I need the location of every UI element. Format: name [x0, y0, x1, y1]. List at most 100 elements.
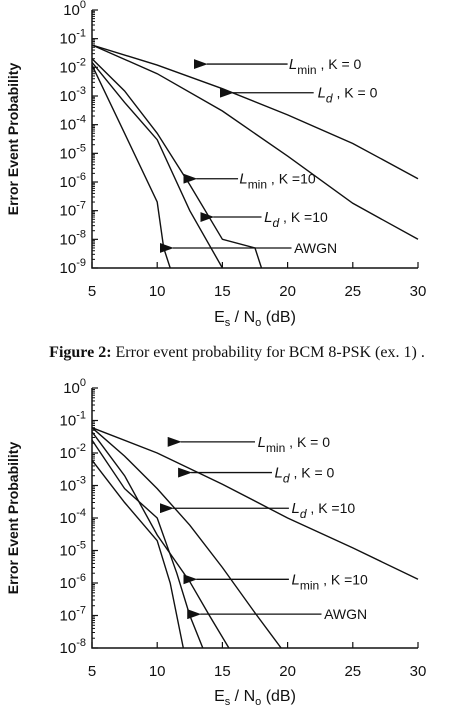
- annotation-label: Ld , K =10: [292, 500, 356, 521]
- annotation-subscript: d: [326, 92, 333, 106]
- y-tick-exponent: -5: [76, 142, 86, 154]
- annotation-main: L: [264, 209, 272, 226]
- y-tick-exponent: -2: [76, 56, 86, 68]
- y-tick-label: 10-3: [60, 475, 86, 495]
- y-tick-base: 10: [63, 380, 80, 397]
- annotation-rest: , K =10: [279, 209, 328, 225]
- chart-bottom: 5 10 15 20 25 3010010-110-210-310-410-510-610…: [5, 377, 427, 706]
- y-tick-exponent: -1: [76, 410, 86, 422]
- y-tick-label: 10-8: [60, 637, 86, 657]
- annotation-label: Lmin , K =10: [292, 571, 369, 592]
- annotation-rest: , K =10: [267, 171, 316, 187]
- x-label-subscript: o: [255, 317, 261, 329]
- y-tick-exponent: -8: [76, 228, 86, 240]
- annotation-main: AWGN: [324, 606, 367, 622]
- x-tick-label: 25: [344, 663, 361, 680]
- x-tick-label: 10: [149, 283, 166, 300]
- annotation-subscript: min: [300, 578, 319, 592]
- y-tick-base: 10: [60, 174, 77, 191]
- y-tick-base: 10: [60, 543, 77, 560]
- y-tick-base: 10: [60, 413, 77, 430]
- y-tick-base: 10: [60, 59, 77, 76]
- x-tick-label: 30: [410, 283, 427, 300]
- y-tick-base: 10: [60, 608, 77, 625]
- x-tick-label: 10: [149, 663, 166, 680]
- annotation-subscript: d: [300, 507, 307, 521]
- x-tick-label: 30: [410, 663, 427, 680]
- annotation-label: Ld , K = 0: [275, 465, 335, 486]
- annotation-label: Lmin , K = 0: [258, 434, 331, 455]
- x-axis-label: Es / No (dB): [214, 688, 296, 706]
- annotation-main: L: [239, 171, 247, 188]
- series-curve-4: [91, 439, 204, 649]
- annotation-subscript: d: [283, 472, 290, 486]
- y-tick-label: 10-8: [60, 228, 86, 248]
- x-tick-label: 5: [88, 663, 96, 680]
- annotation-subscript: min: [266, 441, 285, 455]
- annotation-main: L: [275, 465, 283, 482]
- series-curve-1: [91, 427, 419, 580]
- annotation-main: L: [258, 434, 266, 451]
- x-label-subscript: s: [225, 317, 231, 329]
- y-tick-exponent: -8: [76, 637, 86, 649]
- series-curve-4: [91, 61, 224, 269]
- y-tick-base: 10: [60, 88, 77, 105]
- y-tick-base: 10: [60, 510, 77, 527]
- y-tick-label: 100: [63, 0, 86, 19]
- annotation-rest: , K = 0: [333, 85, 378, 101]
- y-axis-label: Error Event Probability: [5, 442, 21, 595]
- annotation-subscript: min: [297, 63, 316, 77]
- annotation-subscript: d: [272, 216, 279, 230]
- y-tick-label: 10-4: [60, 114, 86, 134]
- y-tick-label: 100: [63, 377, 86, 397]
- caption-text: Error event probability for BCM 8-PSK (e…: [111, 344, 425, 361]
- y-tick-label: 10-2: [60, 442, 86, 462]
- y-tick-base: 10: [60, 31, 77, 48]
- y-tick-label: 10-7: [60, 605, 86, 625]
- x-tick-label: 25: [344, 283, 361, 300]
- caption-label: Figure 2:: [49, 344, 112, 361]
- annotation-label: AWGN: [324, 606, 367, 622]
- axes-frame: [91, 10, 418, 269]
- series-curve-2: [91, 427, 282, 649]
- y-tick-label: 10-7: [60, 200, 86, 220]
- y-tick-label: 10-3: [60, 85, 86, 105]
- annotation-main: L: [318, 85, 326, 102]
- series-curve-1: [91, 44, 419, 180]
- y-tick-exponent: -5: [76, 540, 86, 552]
- annotation-label: Ld , K = 0: [318, 85, 378, 106]
- y-axis-label: Error Event Probability: [5, 63, 21, 216]
- series-curve-3: [91, 58, 263, 269]
- y-tick-label: 10-2: [60, 56, 86, 76]
- annotation-label: AWGN: [294, 240, 337, 256]
- y-tick-exponent: 0: [80, 0, 86, 11]
- axes-frame: [91, 388, 418, 649]
- figure-caption: Figure 2: Error event probability for BC…: [0, 344, 474, 362]
- y-tick-base: 10: [60, 117, 77, 134]
- y-tick-base: 10: [60, 260, 77, 277]
- y-tick-exponent: -1: [76, 28, 86, 40]
- y-tick-base: 10: [60, 575, 77, 592]
- annotation-rest: , K = 0: [290, 465, 335, 481]
- y-tick-exponent: 0: [80, 377, 86, 389]
- annotation-rest: , K =10: [319, 571, 368, 587]
- y-tick-exponent: -7: [76, 605, 86, 617]
- series-curve-5: [91, 64, 171, 269]
- y-tick-label: 10-9: [60, 257, 86, 277]
- chart-top: 5 10 15 20 25 3010010-110-210-310-410-510-610…: [5, 0, 427, 329]
- y-tick-base: 10: [60, 478, 77, 495]
- x-tick-label: 15: [214, 283, 231, 300]
- y-tick-exponent: -9: [76, 257, 86, 269]
- y-tick-base: 10: [60, 145, 77, 162]
- annotation-rest: , K = 0: [317, 56, 362, 72]
- annotation-main: L: [292, 571, 300, 588]
- y-tick-exponent: -6: [76, 572, 86, 584]
- y-tick-exponent: -6: [76, 171, 86, 183]
- y-tick-base: 10: [60, 445, 77, 462]
- y-tick-exponent: -3: [76, 475, 86, 487]
- series-curve-2: [91, 44, 419, 240]
- annotation-label: Lmin , K =10: [239, 171, 316, 192]
- y-tick-exponent: -4: [76, 114, 86, 126]
- y-tick-base: 10: [63, 2, 80, 19]
- annotation-main: L: [289, 56, 297, 73]
